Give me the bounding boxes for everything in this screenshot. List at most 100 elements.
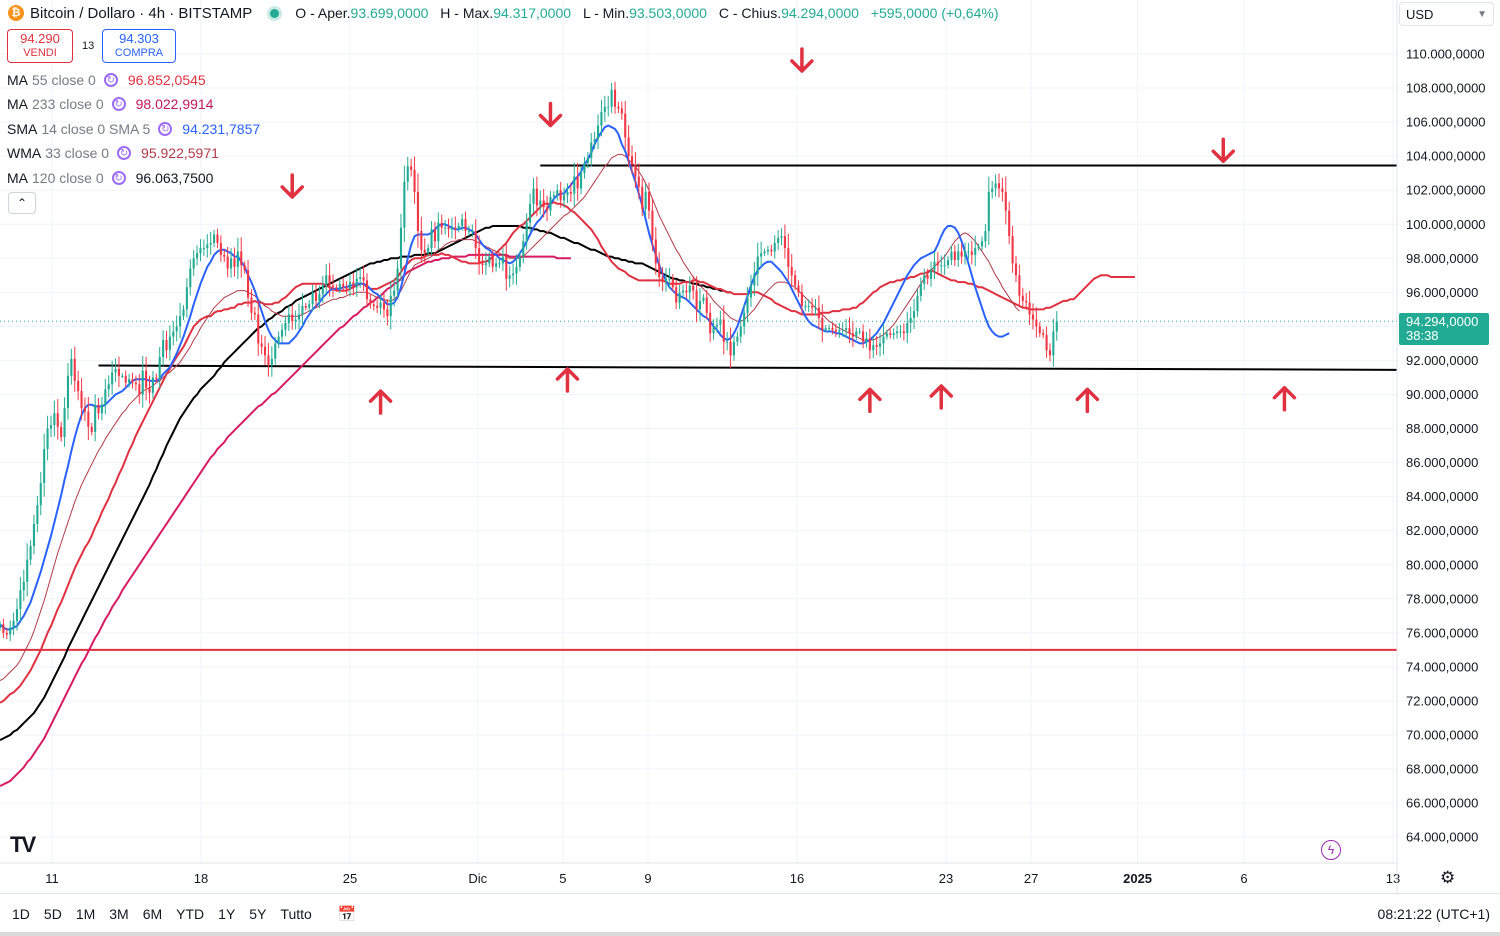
candle-body <box>260 343 263 347</box>
candle-body <box>777 237 780 243</box>
candle-body <box>838 329 841 332</box>
currency-value: USD <box>1406 6 1434 22</box>
y-tick-label: 82.000,0000 <box>1406 523 1478 538</box>
horizontal-levels <box>0 164 1398 651</box>
range-5y[interactable]: 5Y <box>249 906 267 922</box>
candle-body <box>634 164 637 177</box>
refresh-icon[interactable]: ↻ <box>111 97 126 111</box>
indicator-wma33[interactable]: WMA 33 close 0 ↻ 95.922,5971 <box>7 144 219 162</box>
candle-body <box>946 260 950 266</box>
sell-button[interactable]: 94.290 VENDI <box>7 29 73 63</box>
y-tick-label: 64.000,0000 <box>1406 830 1478 845</box>
candle-body <box>19 590 22 610</box>
candle-body <box>529 203 532 223</box>
candle-body <box>889 333 892 335</box>
candle-body <box>770 249 773 252</box>
candle-body <box>450 227 453 230</box>
buy-button[interactable]: 94.303 COMPRA <box>102 29 176 63</box>
candle-body <box>760 253 763 257</box>
price-chart[interactable]: 110.000,0000 108.000,0000 106.000,0000 104.… <box>0 0 1500 895</box>
candle-body <box>743 312 746 327</box>
candles[interactable] <box>0 81 1058 642</box>
candle-body <box>862 331 865 342</box>
indicator-ma233[interactable]: MA 233 close 0 ↻ 98.022,9914 <box>7 95 213 113</box>
range-ytd[interactable]: YTD <box>176 906 205 922</box>
candle-body <box>525 222 528 242</box>
candle-body <box>732 341 736 356</box>
indicator-ma120[interactable]: MA 120 close 0 ↻ 96.063,7500 <box>7 169 213 187</box>
candle-body <box>0 624 2 628</box>
candle-body <box>437 222 440 242</box>
candle-body <box>569 191 572 194</box>
candle-body <box>552 195 555 198</box>
candle-body <box>865 338 868 342</box>
indicator-ma55[interactable]: MA 55 close 0 ↻ 96.852,0545 <box>7 71 206 89</box>
indicator-value: 95.922,5971 <box>141 145 219 161</box>
candle-body <box>243 265 246 271</box>
candle-body <box>627 137 630 157</box>
candle-body <box>817 307 820 318</box>
indicator-name: MA <box>7 96 28 112</box>
candle-body <box>403 181 406 228</box>
indicator-value: 96.063,7500 <box>135 170 214 186</box>
high-label: H - Max. <box>440 5 494 21</box>
candle-body <box>899 331 902 333</box>
candle-body <box>372 304 375 306</box>
candle-body <box>919 283 922 296</box>
indicator-params: 120 close 0 <box>32 170 104 186</box>
candle-body <box>661 277 664 283</box>
symbol-title[interactable]: Bitcoin / Dollaro · 4h · BITSTAMP <box>30 4 253 22</box>
sell-label: VENDI <box>23 47 57 59</box>
refresh-icon[interactable]: ↻ <box>158 122 173 136</box>
range-all[interactable]: Tutto <box>280 906 312 922</box>
candle-body <box>478 248 481 264</box>
candle-body <box>641 186 644 209</box>
candle-body <box>233 258 236 267</box>
candle-body <box>236 251 239 267</box>
range-5d[interactable]: 5D <box>43 906 62 922</box>
gear-icon[interactable]: ⚙ <box>1440 868 1456 887</box>
candle-body <box>923 275 926 284</box>
candle-body <box>1031 314 1035 320</box>
indicator-params: 55 close 0 <box>32 72 96 88</box>
candle-body <box>630 156 634 165</box>
candle-body <box>77 380 80 392</box>
candle-body <box>647 191 651 211</box>
candle-body <box>297 314 301 320</box>
candle-body <box>719 319 722 325</box>
range-3m[interactable]: 3M <box>109 906 129 922</box>
y-tick-label: 84.000,0000 <box>1406 489 1478 504</box>
candle-body <box>851 333 854 337</box>
lightning-icon[interactable]: ϟ <box>1321 840 1341 860</box>
refresh-icon[interactable]: ↻ <box>117 146 132 160</box>
refresh-icon[interactable]: ↻ <box>111 171 126 185</box>
candle-body <box>841 329 844 331</box>
tradingview-logo-icon[interactable]: TV <box>10 832 36 858</box>
range-1y[interactable]: 1Y <box>218 906 236 922</box>
currency-select[interactable]: USD ▼ <box>1399 2 1494 26</box>
refresh-icon[interactable]: ↻ <box>103 73 118 87</box>
candle-body <box>481 263 484 266</box>
range-1m[interactable]: 1M <box>75 906 96 922</box>
collapse-legend-button[interactable]: ⌃ <box>8 192 36 214</box>
range-6m[interactable]: 6M <box>142 906 163 922</box>
candle-body <box>692 285 695 291</box>
candle-body <box>63 408 66 438</box>
y-tick-label: 100.000,0000 <box>1406 217 1486 232</box>
candle-body <box>94 404 97 432</box>
candle-body <box>124 375 127 383</box>
clock[interactable]: 08:21:22 (UTC+1) <box>1377 906 1490 922</box>
y-tick-label: 74.000,0000 <box>1406 659 1478 674</box>
candle-body <box>321 285 324 295</box>
down-arrow-icon <box>538 101 563 128</box>
calendar-icon[interactable]: 📅 <box>337 906 357 923</box>
candle-body <box>688 285 691 293</box>
candle-body <box>39 483 42 506</box>
down-arrow-icon <box>790 47 814 73</box>
open-label: O - Aper. <box>295 5 351 21</box>
indicator-sma14[interactable]: SMA 14 close 0 SMA 5 ↻ 94.231,7857 <box>7 120 260 138</box>
candle-body <box>515 266 518 274</box>
candle-body <box>359 277 362 279</box>
range-1d[interactable]: 1D <box>12 906 30 922</box>
candle-body <box>15 609 19 621</box>
